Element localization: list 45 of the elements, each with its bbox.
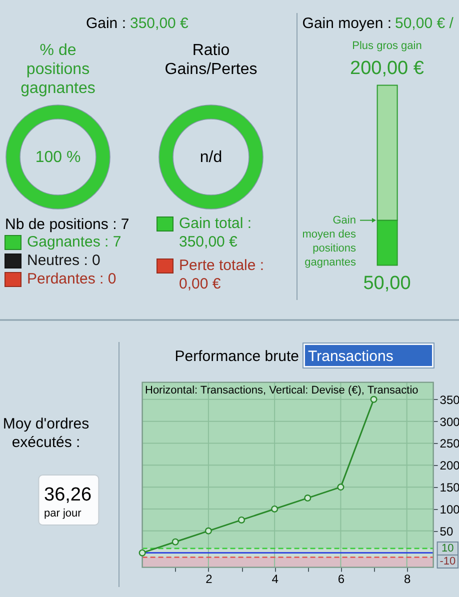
- total-label: 200,00 €: [350, 58, 424, 79]
- legend-label: Perte totale : 0,00 €: [179, 257, 264, 292]
- annotation: Horizontal: Transactions, Vertical: Devise (€), Transactio: [145, 384, 418, 397]
- y-tick-label: 300: [440, 414, 459, 429]
- text: 50,00 € /: [395, 15, 454, 32]
- legend-label: Gain total : 350,00 €: [179, 215, 252, 250]
- ref-line-label: 10: [442, 542, 454, 554]
- legend-label: Gagnantes : 7: [27, 234, 122, 250]
- point: [271, 505, 278, 513]
- text: Plus gros gain: [352, 40, 422, 52]
- point: [172, 538, 179, 546]
- chart-title: Ratio Gains/Pertes: [164, 42, 258, 78]
- point: [370, 396, 378, 403]
- text: Moy d'ordres exécutés :: [2, 416, 90, 451]
- legend-label: Gain moyen des positions gagnantes: [302, 214, 356, 268]
- chart-title: % de positions gagnantes: [20, 42, 96, 97]
- chart-title: Gain moyen :: [302, 15, 392, 32]
- text: 36,26: [44, 484, 92, 506]
- x-tick-label: 2: [206, 572, 213, 586]
- y-tick-label: 250: [440, 436, 459, 451]
- legend-label: Neutres : 0: [27, 252, 100, 269]
- point: [304, 494, 312, 502]
- x-tick-label: 6: [338, 572, 345, 586]
- legend-label: Perdantes : 0: [27, 270, 116, 288]
- text: 100 %: [35, 149, 81, 166]
- y-tick-label: 50: [440, 524, 454, 538]
- legend-title: Nb de positions : 7: [5, 216, 130, 233]
- text: 350,00 €: [130, 15, 190, 32]
- point: [238, 516, 246, 524]
- text: par jour: [44, 507, 82, 520]
- point: [204, 527, 212, 534]
- point: [138, 549, 146, 556]
- text: Transactions: [308, 348, 394, 365]
- text: n/d: [200, 149, 222, 166]
- y-tick-label: 100: [440, 502, 459, 516]
- chart-title: Performance brute: [174, 348, 299, 365]
- text: Gain :: [86, 15, 126, 32]
- data-label: 50,00: [363, 273, 411, 294]
- point: [337, 484, 344, 491]
- y-tick-label: 200: [440, 458, 459, 473]
- x-tick-label: 8: [404, 572, 411, 586]
- y-tick-label: 350: [440, 392, 459, 407]
- x-tick-label: 4: [272, 572, 279, 586]
- ref-line-label: -10: [440, 555, 456, 568]
- y-tick-label: 150: [440, 480, 459, 495]
